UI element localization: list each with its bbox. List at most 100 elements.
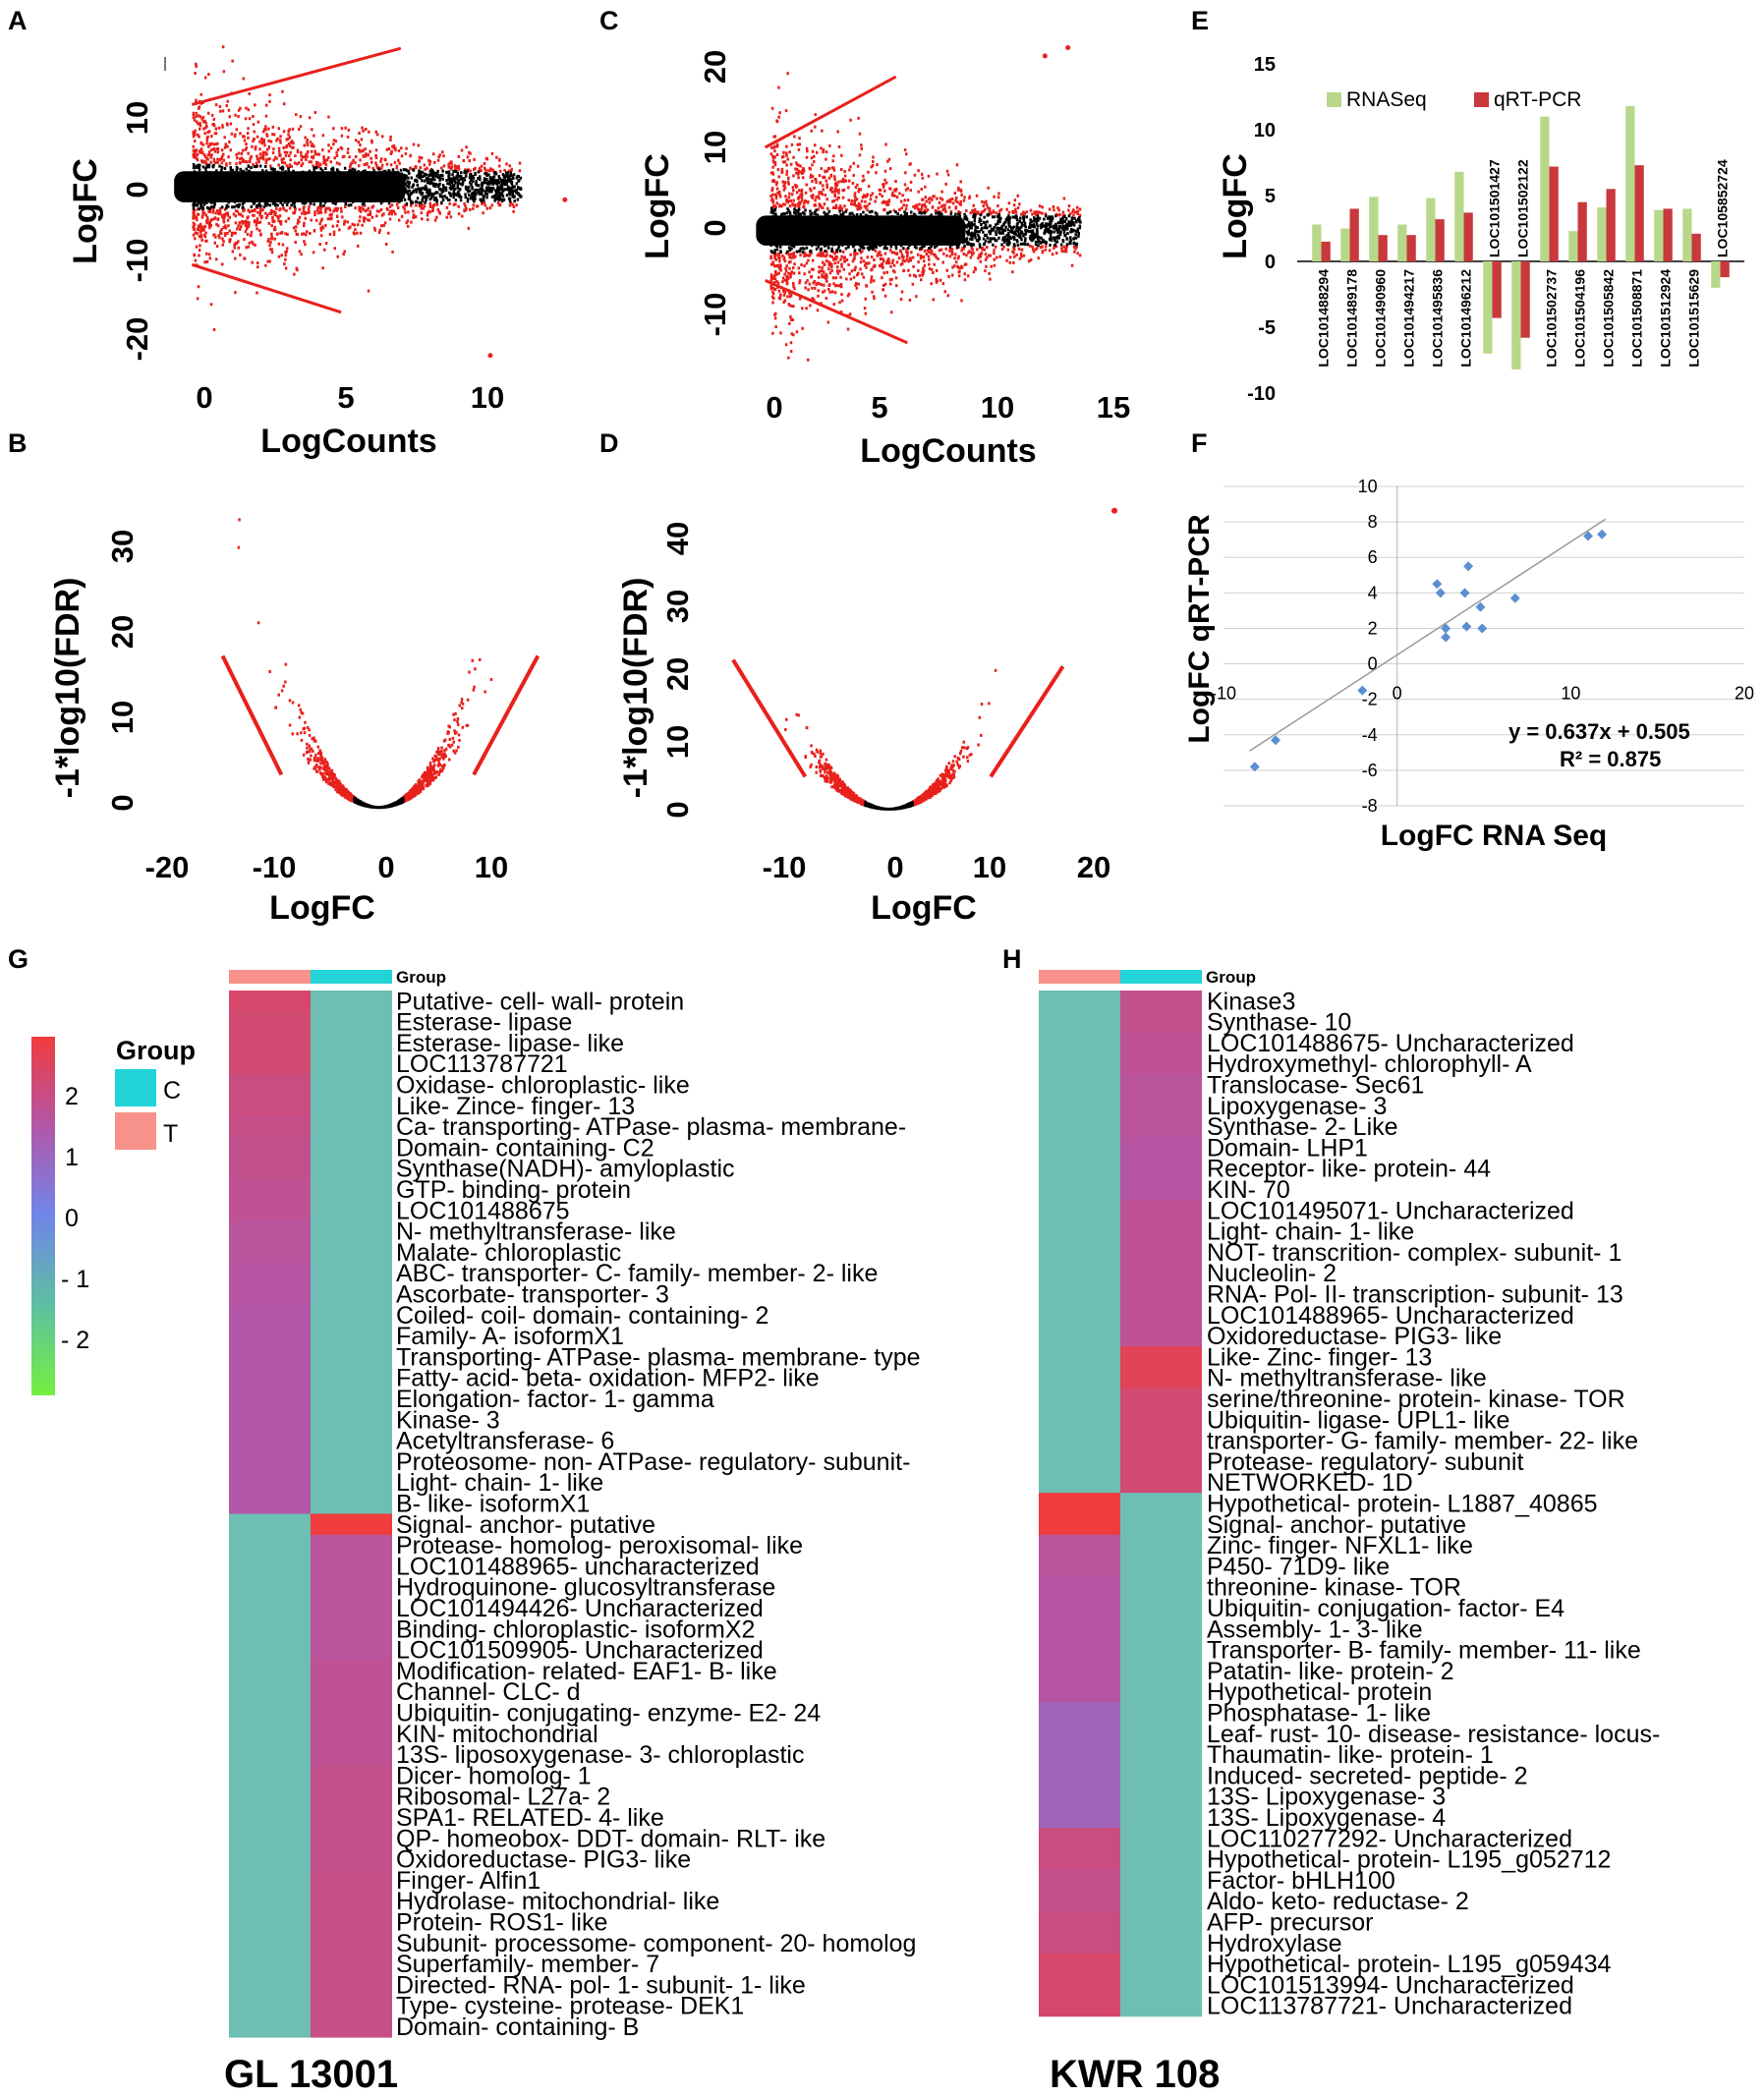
panel-d-ytick: 10 [660, 725, 695, 759]
bar-rnaseq [1454, 171, 1464, 261]
data-point [1475, 601, 1486, 612]
bar-qpcr [1378, 235, 1388, 261]
heatmap-cell-t [1039, 1450, 1120, 1473]
trendline [1249, 518, 1607, 752]
gene-label: Phosphatase- 1- like [1207, 1700, 1431, 1728]
data-point [1441, 632, 1451, 643]
heatmap-cell-t [1039, 1743, 1120, 1766]
heatmap-cell-t [1039, 1430, 1120, 1452]
heatmap-cell-t [229, 1283, 311, 1306]
heatmap-cell-t [1039, 1052, 1120, 1075]
heatmap-cell-t [1039, 1702, 1120, 1725]
gene-label: Malate- chloroplastic [396, 1239, 621, 1267]
data-point [1357, 685, 1368, 696]
color-scale-bar [31, 1037, 55, 1395]
heatmap-cell-t [229, 1115, 311, 1138]
panel-label-a: A [8, 6, 28, 35]
bar-rnaseq [1625, 105, 1635, 261]
heatmap-cell-c [311, 1115, 392, 1138]
heatmap-cell-c [311, 1556, 392, 1577]
gene-label: LOC113787721 [396, 1050, 568, 1078]
panel-a-xtick: 10 [471, 380, 504, 415]
gene-label: Esterase- lipase- like [396, 1030, 624, 1057]
gene-label: Oxidoreductase- PIG3- like [1207, 1323, 1502, 1350]
heatmap-cell-c [311, 1639, 392, 1662]
gene-label: ABC- transporter- C- family- member- 2- … [396, 1260, 878, 1287]
scale-tick: 0 [65, 1205, 79, 1232]
heatmap-cell-t [1039, 1220, 1120, 1243]
heatmap-cell-c [311, 1011, 392, 1034]
heatmap-cell-t [1039, 1158, 1120, 1180]
heatmap-cell-t [229, 1304, 311, 1327]
gene-label: Receptor- like- protein- 44 [1207, 1156, 1491, 1183]
gene-label: Lipoxygenase- 3 [1207, 1093, 1387, 1120]
panel-c-xtick: 15 [1097, 390, 1130, 425]
panel-label-f: F [1191, 428, 1208, 458]
panel-label-d: D [599, 428, 619, 458]
heatmap-cell-c [1120, 1785, 1202, 1808]
heatmap-cell-t [229, 1011, 311, 1034]
gene-label: LOC101488675 [396, 1197, 570, 1224]
heatmap-cell-t [1039, 1178, 1120, 1201]
gene-label: Ubiquitin- conjugation- factor- E4 [1207, 1595, 1565, 1622]
non-de-points [864, 800, 914, 811]
category-label: LOC101502737 [1544, 269, 1560, 368]
panel-f-x-title: LogFC RNA Seq [1381, 820, 1608, 852]
heatmap-cell-t [229, 1325, 311, 1347]
panel-a-ytick: -10 [120, 239, 154, 283]
data-point [1477, 623, 1488, 634]
heatmap-cell-t [1039, 1095, 1120, 1117]
gene-label: Directed- RNA- pol- 1- subunit- 1- like [396, 1971, 806, 1999]
heatmap-cell-c [311, 1702, 392, 1725]
group-header-label: Group [1206, 968, 1256, 987]
heatmap-cell-t [1039, 1995, 1120, 2017]
heatmap-cell-c [1120, 991, 1202, 1012]
gene-label: Hydrolase- mitochondrial- like [396, 1888, 719, 1915]
panel-a-ma-plot: LogCounts LogFC 0 5 10 -20 -10 0 10 [67, 45, 568, 460]
y-tick-label: -4 [1362, 725, 1378, 745]
panel-label-g: G [8, 944, 28, 974]
data-point [1463, 561, 1474, 572]
bar-rnaseq [1397, 224, 1407, 261]
heatmap-cell-c [311, 1597, 392, 1619]
heatmap-cell-c [1120, 1052, 1202, 1075]
gene-label: serine/threonine- protein- kinase- TOR [1207, 1386, 1625, 1413]
heatmap-cell-c [1120, 1409, 1202, 1431]
panel-c-y-title: LogFC [639, 153, 676, 259]
group-swatch-c [115, 1069, 156, 1106]
outlier-point [562, 197, 568, 202]
category-label: LOC101508871 [1629, 269, 1645, 368]
heatmap-cell-t [229, 1493, 311, 1515]
y-tick-label: 6 [1368, 547, 1378, 567]
y-tick-label: 4 [1368, 583, 1378, 602]
legend-swatch-rnaseq [1327, 92, 1341, 107]
category-label: LOC101496212 [1458, 269, 1474, 368]
heatmap-cell-t [229, 1576, 311, 1599]
y-tick-label: -5 [1258, 317, 1276, 339]
gene-label: Signal- anchor- putative [396, 1511, 655, 1539]
heatmap-cell-t [1039, 1367, 1120, 1389]
heatmap-cell-c [311, 1471, 392, 1494]
heatmap-cell-c [311, 1137, 392, 1159]
heatmap-cell-t [229, 1158, 311, 1180]
gene-label: Esterase- lipase [396, 1009, 572, 1037]
gene-label: Assembly- 1- 3- like [1207, 1615, 1423, 1643]
heatmap-cell-c [1120, 1597, 1202, 1619]
gene-label: Coiled- coil- domain- containing- 2 [396, 1302, 768, 1330]
outlier-point [1111, 507, 1118, 514]
gene-label: Synthase- 10 [1207, 1009, 1351, 1037]
panel-a-points [174, 45, 568, 359]
heatmap-cell-t [1039, 1848, 1120, 1871]
heatmap-cell-c [1120, 1241, 1202, 1264]
gene-label: Signal- anchor- putative [1207, 1511, 1466, 1539]
heatmap-cell-t [1039, 1115, 1120, 1138]
category-label: LOC101494217 [1401, 269, 1417, 368]
heatmap-cell-c [1120, 1200, 1202, 1221]
heatmap-cell-t [229, 1597, 311, 1619]
heatmap-cell-t [229, 1095, 311, 1117]
heatmap-cell-c [311, 1953, 392, 1975]
heatmap-cell-c [1120, 1702, 1202, 1725]
gene-label: Modification- related- EAF1- B- like [396, 1658, 777, 1685]
gene-label: 13S- Lipoxygenase- 3 [1207, 1784, 1446, 1811]
heatmap-cell-t [1039, 1932, 1120, 1955]
